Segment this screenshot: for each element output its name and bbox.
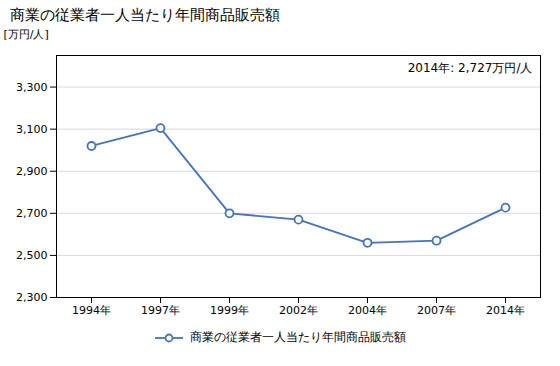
- svg-text:2002年: 2002年: [279, 304, 318, 317]
- svg-text:1997年: 1997年: [141, 304, 180, 317]
- svg-text:3,100: 3,100: [16, 123, 48, 136]
- svg-text:1994年: 1994年: [72, 304, 111, 317]
- svg-text:2,300: 2,300: [16, 291, 48, 304]
- svg-text:2014年: 2,727万円/人: 2014年: 2,727万円/人: [408, 61, 533, 75]
- svg-text:2014年: 2014年: [486, 304, 525, 317]
- svg-text:2004年: 2004年: [348, 304, 387, 317]
- svg-text:3,300: 3,300: [16, 81, 48, 94]
- svg-text:2007年: 2007年: [417, 304, 456, 317]
- html-text:商業の従業者一人当たり年間商品販売額: 商業の従業者一人当たり年間商品販売額: [190, 330, 406, 344]
- html-text:商業の従業者一人当たり年間商品販売額: 商業の従業者一人当たり年間商品販売額: [10, 6, 280, 24]
- svg-text:2,900: 2,900: [16, 165, 48, 178]
- svg-text:2,500: 2,500: [16, 249, 48, 262]
- svg-text:2,700: 2,700: [16, 207, 48, 220]
- svg-text:[万円/人]: [万円/人]: [4, 28, 49, 41]
- svg-text:1999年: 1999年: [210, 304, 249, 317]
